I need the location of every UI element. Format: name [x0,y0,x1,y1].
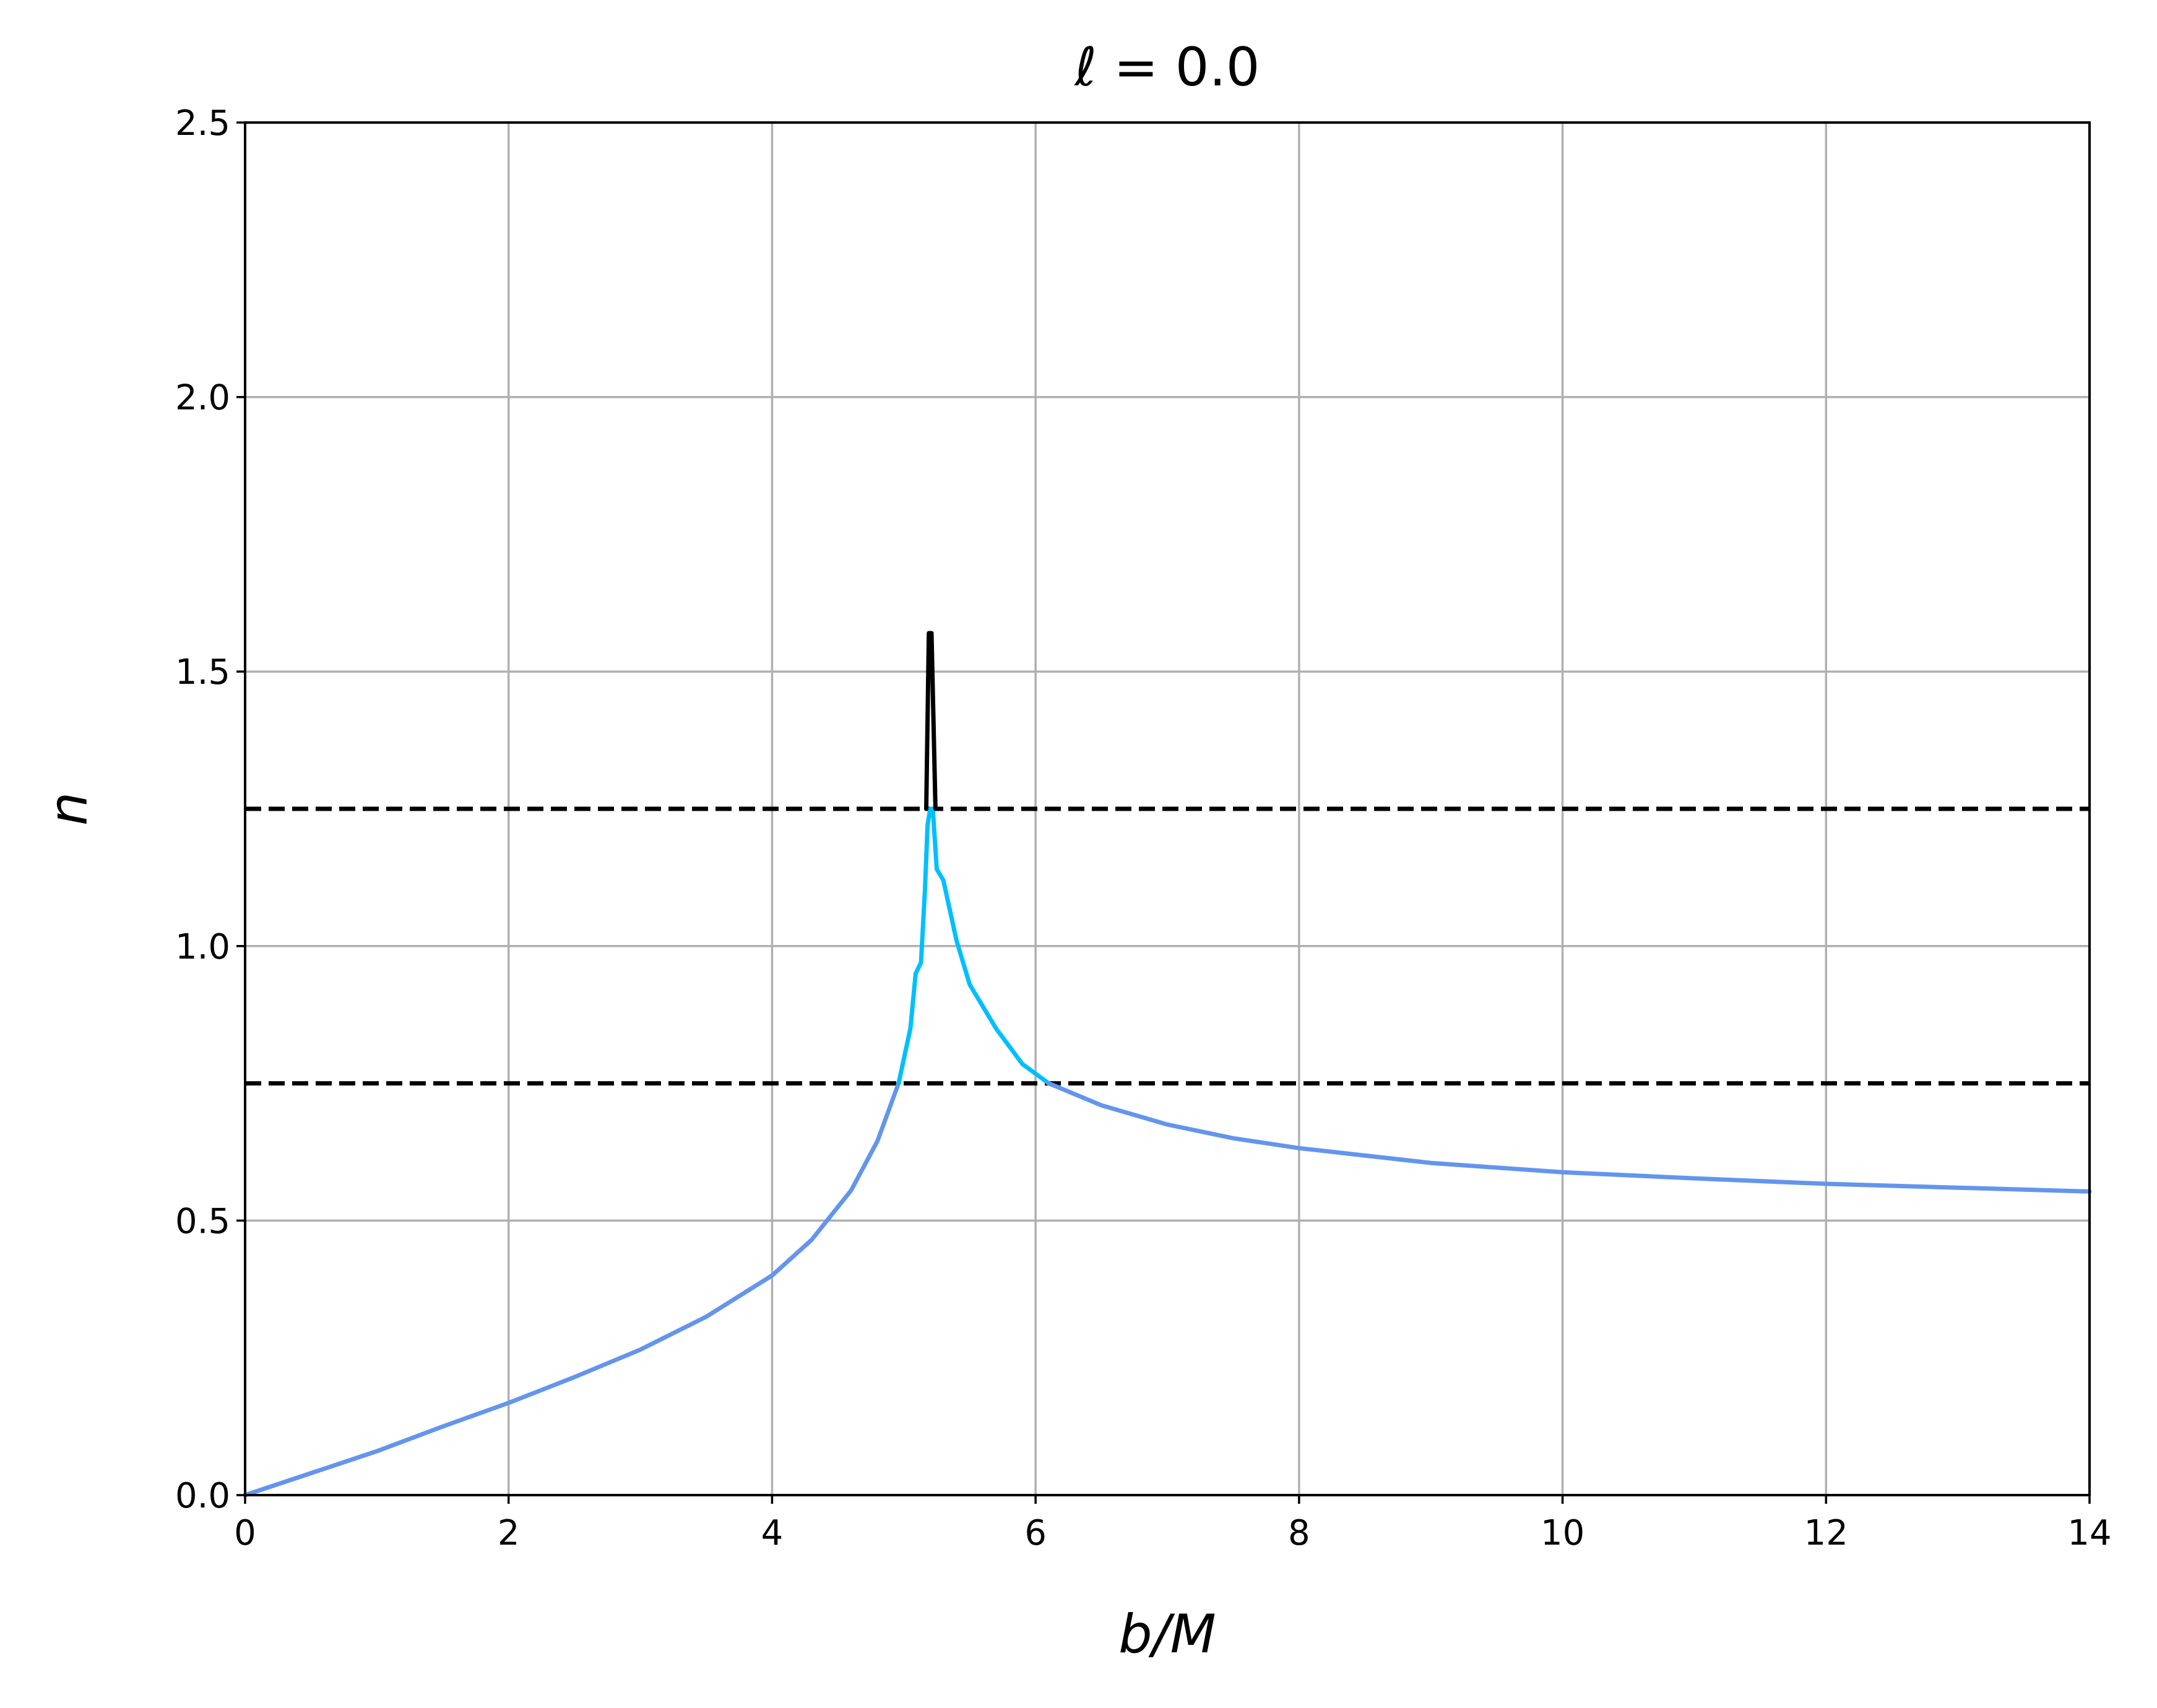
x-tick-label: 8 [1288,1513,1310,1553]
y-axis-ticks: 0.0 0.5 1.0 1.5 2.0 2.5 [175,103,245,1516]
y-tick-label: 0.5 [175,1201,230,1241]
y-tick-label: 1.5 [175,652,230,692]
x-tick-label: 14 [2067,1513,2111,1553]
chart-title: ℓ = 0.0 [1073,37,1260,98]
x-axis-label: b/M [1118,1603,1216,1665]
y-tick-label: 1.0 [175,927,230,967]
y-tick-label: 2.5 [175,103,230,144]
y-tick-label: 0.0 [175,1476,230,1516]
plot-frame [244,121,2091,1496]
x-axis-ticks: 0 2 4 6 8 10 12 14 [234,1495,2112,1553]
x-tick-label: 2 [498,1513,520,1553]
series-line-1 [896,806,1051,1086]
series-lines [243,631,2092,1498]
series-line-3 [924,631,938,811]
x-tick-label: 6 [1024,1513,1047,1553]
series-line-2 [1046,1081,2092,1194]
x-tick-label: 10 [1541,1513,1584,1553]
reference-lines [245,806,2090,1086]
y-tick-label: 2.0 [175,378,230,418]
x-tick-label: 0 [234,1513,256,1553]
series-line-0 [243,1081,901,1498]
y-axis-label: n [38,792,100,826]
x-tick-label: 12 [1804,1513,1848,1553]
x-tick-label: 4 [761,1513,784,1553]
